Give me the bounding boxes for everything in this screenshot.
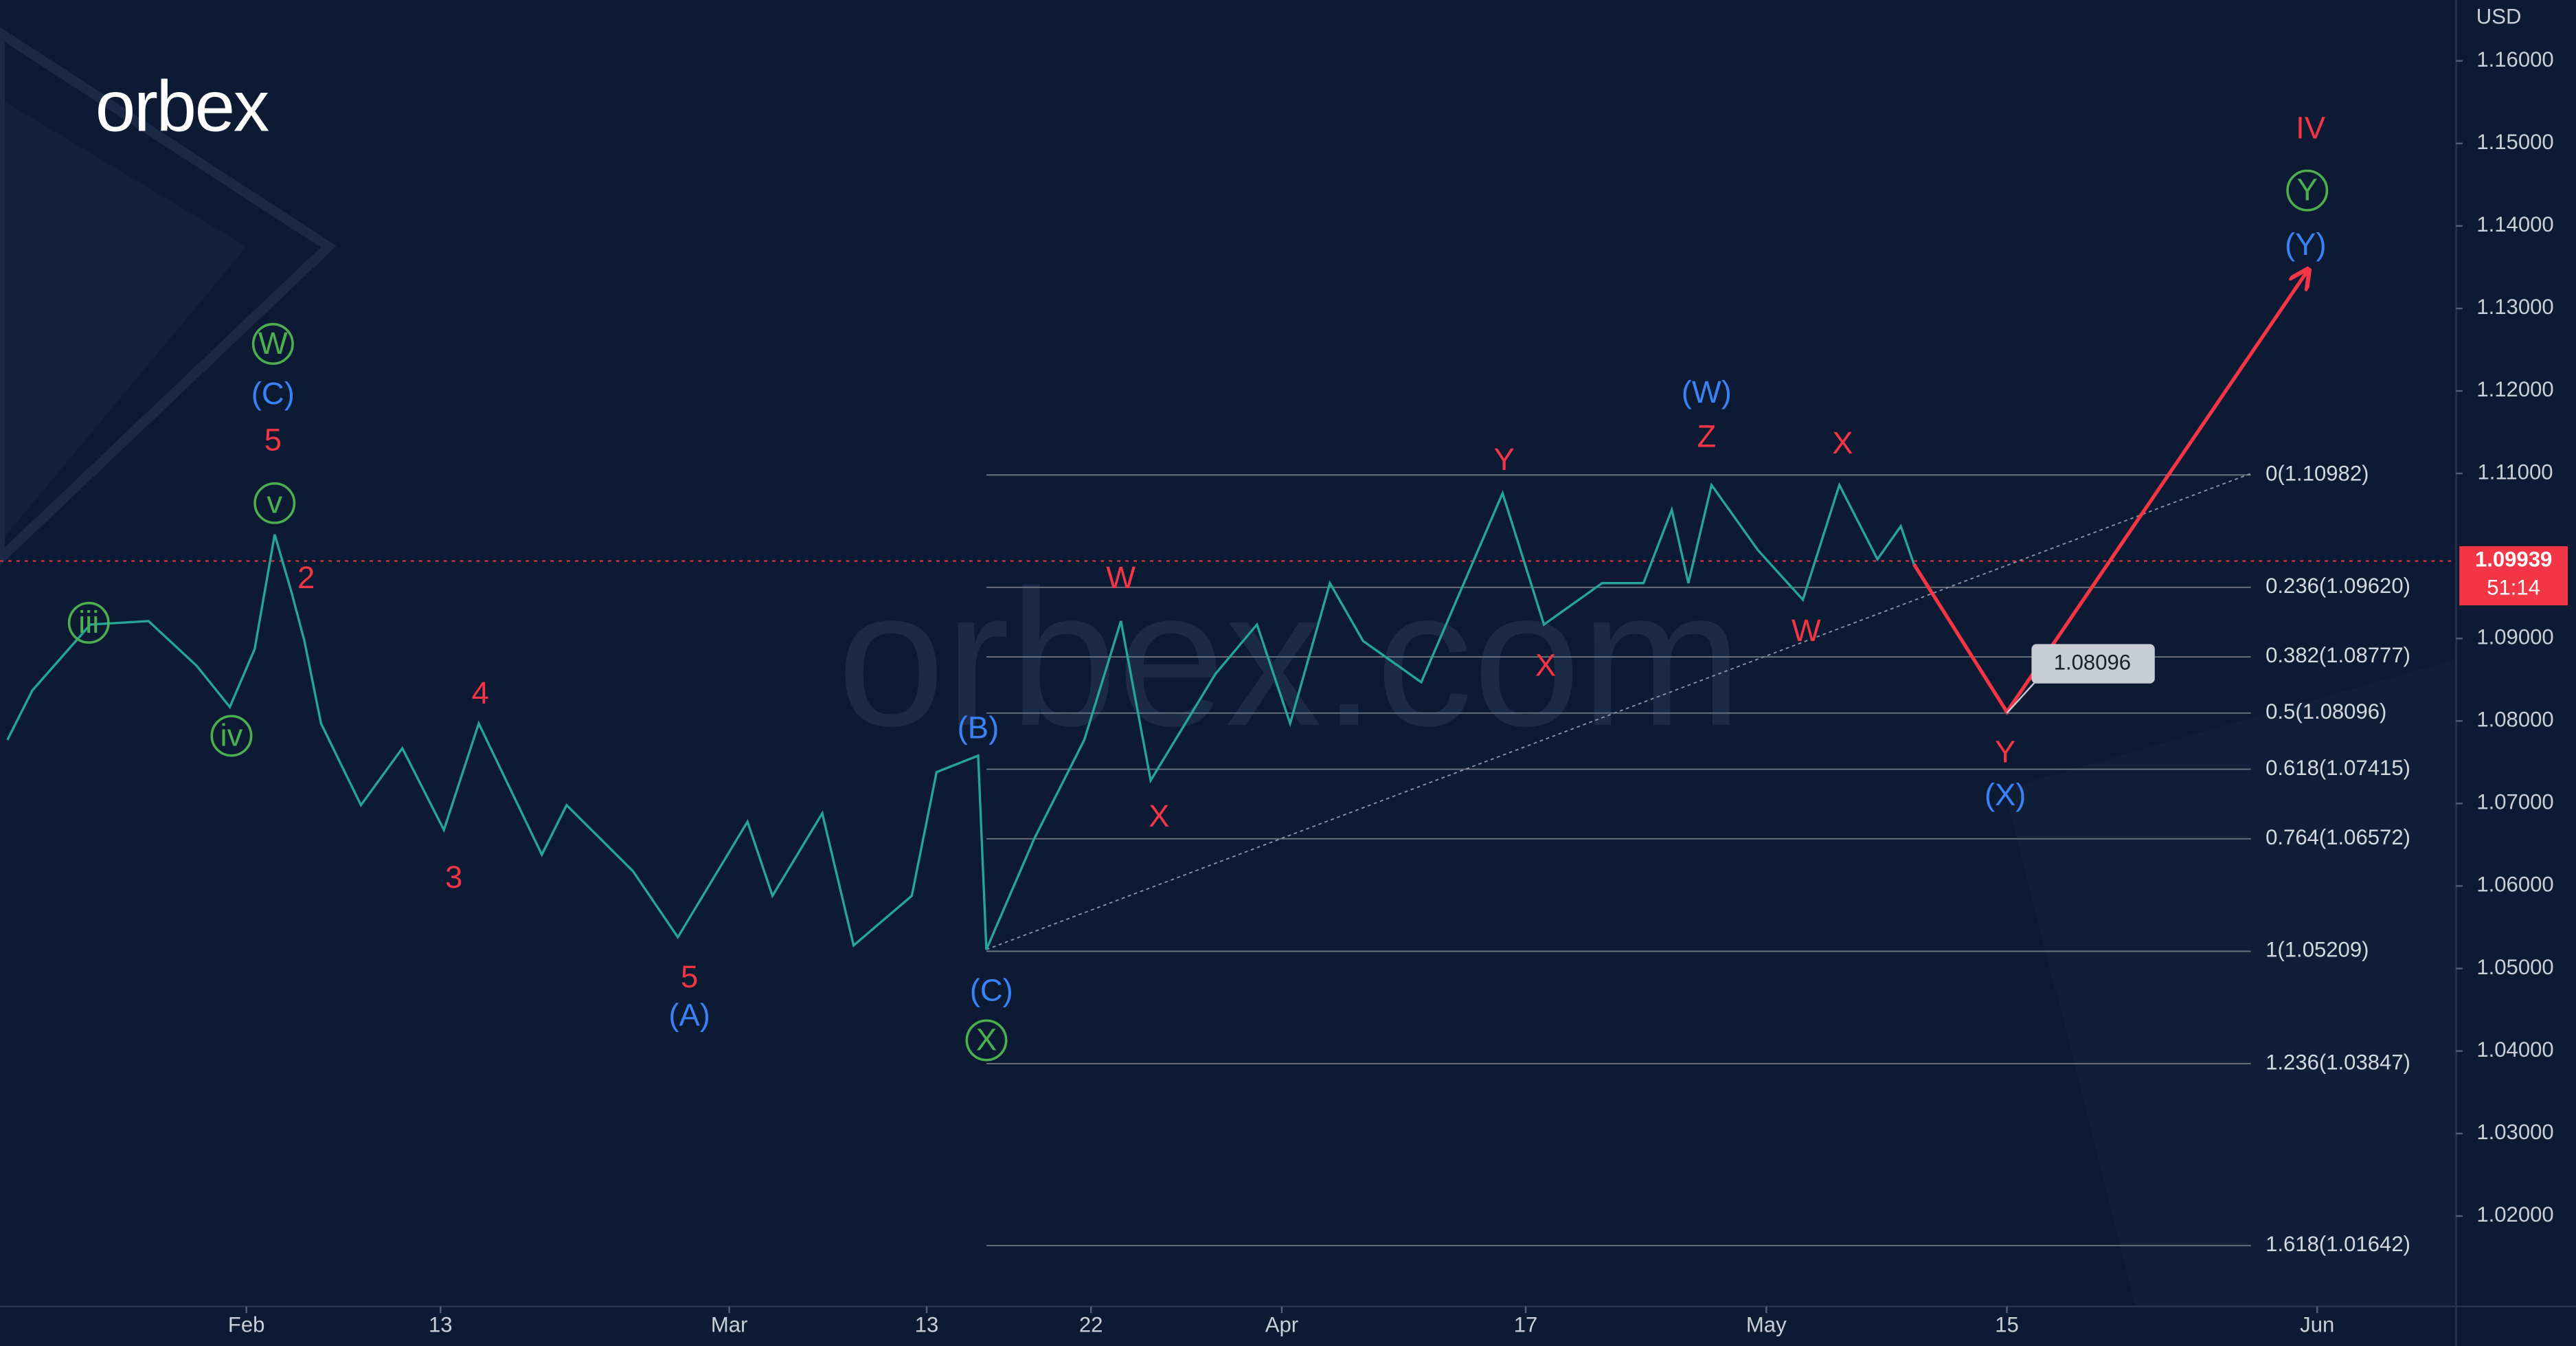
fib-label: 1(1.05209) — [2266, 938, 2369, 962]
y-tick-label: 1.09000 — [2476, 625, 2553, 649]
wave-label: X — [976, 1022, 997, 1057]
wave-circle — [2286, 169, 2329, 212]
wave-label: W — [258, 326, 288, 361]
y-tick-label: 1.16000 — [2476, 47, 2553, 71]
wave-label: 5 — [681, 959, 698, 994]
wave-label: 5 — [264, 422, 282, 457]
fib-label: 1.236(1.03847) — [2266, 1050, 2410, 1074]
wave-label: 4 — [472, 675, 489, 710]
wave-label: X — [1535, 647, 1556, 682]
wave-circle — [253, 482, 296, 524]
x-tick-label: 13 — [915, 1312, 939, 1336]
y-tick-label: 1.11000 — [2477, 460, 2553, 484]
wave-label: W — [1106, 560, 1136, 595]
fib-label: 1.618(1.01642) — [2266, 1232, 2410, 1256]
x-tick-label: 15 — [1995, 1312, 2019, 1336]
y-tick-label: 1.06000 — [2476, 873, 2553, 897]
wave-label: v — [267, 485, 282, 520]
wave-label: (C) — [251, 376, 295, 411]
wave-label: iii — [78, 605, 99, 640]
countdown-label: 51:14 — [2487, 575, 2540, 599]
y-tick-label: 1.12000 — [2476, 377, 2553, 401]
x-tick-label: 17 — [1514, 1312, 1538, 1336]
y-tick-label: 1.14000 — [2476, 212, 2553, 236]
wave-label: (X) — [1985, 777, 2026, 812]
wave-label: (A) — [668, 997, 710, 1032]
last-price-badge — [2459, 546, 2568, 606]
wave-label: Y — [1493, 442, 1514, 477]
fib-label: 0.618(1.07415) — [2266, 756, 2410, 780]
wave-label: (C) — [970, 972, 1013, 1007]
decor-shape — [2004, 624, 2576, 1307]
y-tick-label: 1.04000 — [2476, 1037, 2553, 1062]
y-tick-label: 1.13000 — [2476, 295, 2553, 319]
fib-label: 0(1.10982) — [2266, 461, 2369, 485]
trendline — [986, 473, 2252, 950]
x-tick-label: Feb — [228, 1312, 265, 1336]
price-line — [6, 482, 1915, 950]
target-box — [2031, 644, 2155, 684]
x-tick-label: Apr — [1265, 1312, 1298, 1336]
x-tick-label: 22 — [1079, 1312, 1103, 1336]
wave-circle — [251, 323, 294, 366]
wave-label: (Y) — [2285, 227, 2327, 262]
watermark: orbex.com — [837, 550, 1742, 766]
wave-label: IV — [2296, 111, 2326, 146]
y-tick-label: 1.02000 — [2476, 1202, 2553, 1226]
wave-label: W — [1792, 613, 1821, 648]
last-price-label: 1.09939 — [2475, 548, 2552, 572]
wave-circle — [67, 601, 110, 644]
wave-label: X — [1149, 798, 1169, 833]
price-axis-panel — [2456, 0, 2576, 1346]
wave-label: Y — [1995, 734, 2015, 769]
wave-circle — [965, 1019, 1008, 1062]
logo: orbex — [95, 67, 269, 147]
y-tick-label: 1.03000 — [2476, 1120, 2553, 1144]
y-tick-label: 1.05000 — [2476, 955, 2553, 979]
x-tick-label: Jun — [2300, 1312, 2334, 1336]
wave-label: (B) — [958, 710, 999, 745]
wave-label: (W) — [1682, 374, 1732, 410]
y-tick-label: 1.08000 — [2476, 708, 2553, 732]
wave-label: X — [1832, 425, 1853, 460]
fib-label: 0.764(1.06572) — [2266, 825, 2410, 849]
fib-label: 0.236(1.09620) — [2266, 574, 2410, 598]
wave-label: 2 — [297, 560, 315, 595]
x-tick-label: May — [1746, 1312, 1787, 1336]
wave-circle — [210, 715, 253, 757]
wave-label: Y — [2297, 172, 2318, 207]
y-tick-label: 1.07000 — [2476, 790, 2553, 814]
wave-label: 3 — [445, 860, 462, 895]
wave-label: Z — [1697, 419, 1716, 454]
x-tick-label: Mar — [711, 1312, 748, 1336]
target-label: 1.08096 — [2054, 650, 2131, 674]
wave-label: iv — [221, 717, 243, 752]
x-tick-label: 13 — [429, 1312, 453, 1336]
y-tick-label: 1.15000 — [2476, 130, 2553, 154]
fib-label: 0.5(1.08096) — [2266, 699, 2386, 724]
currency-label: USD — [2476, 5, 2522, 29]
decor-shape — [0, 98, 247, 543]
decor-shape — [0, 27, 337, 566]
fib-label: 0.382(1.08777) — [2266, 643, 2410, 667]
